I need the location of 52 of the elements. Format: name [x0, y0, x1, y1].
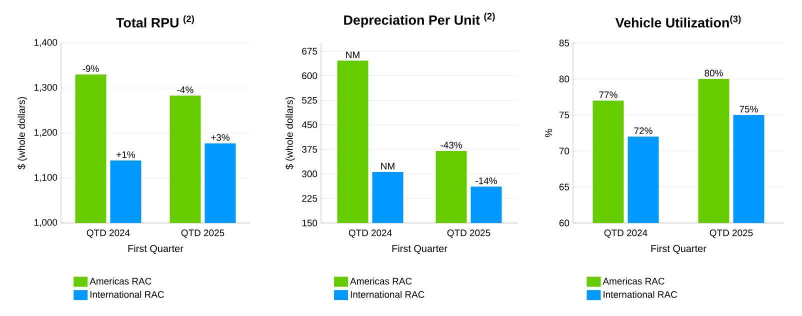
x-tick-label: QTD 2024: [604, 230, 648, 238]
legend-label: Americas RAC: [350, 278, 412, 285]
y-tick-label: 450: [302, 121, 318, 128]
y-tick-label: 1,200: [34, 129, 58, 137]
chart-title: Vehicle Utilization$^{(3)}$: [615, 15, 741, 28]
y-tick-label: 300: [302, 170, 318, 178]
y-tick-label: 1,100: [34, 174, 58, 182]
x-tick-label: QTD 2025: [447, 230, 490, 238]
y-tick-label: 80: [559, 76, 570, 82]
y-axis-title: $ (whole dollars): [285, 97, 295, 170]
y-tick-label: 375: [302, 146, 318, 153]
y-tick-label: 600: [302, 72, 318, 80]
y-tick-label: 1,000: [34, 219, 58, 227]
y-tick-label: 150: [302, 220, 318, 226]
x-axis-title: First Quarter: [392, 244, 448, 254]
y-tick-label: 60: [559, 220, 570, 226]
y-tick-label: 675: [302, 48, 318, 55]
legend-label: Americas RAC: [90, 278, 152, 285]
x-axis-title: First Quarter: [128, 244, 184, 254]
annotation: NM: [381, 162, 394, 170]
y-tick-label: 65: [559, 184, 570, 190]
y-tick-label: 525: [302, 96, 318, 104]
x-tick-label: QTD 2025: [710, 230, 753, 238]
annotation: -14%: [476, 178, 497, 184]
annotation: +1%: [116, 151, 136, 158]
legend-label: Americas RAC: [602, 278, 664, 285]
y-tick-label: 85: [559, 40, 570, 46]
legend-label: International RAC: [604, 290, 678, 298]
annotation: -43%: [440, 142, 462, 148]
annotation: NM: [346, 52, 360, 58]
y-axis-title: %: [545, 128, 552, 138]
y-tick-label: 1,400: [34, 39, 58, 47]
data-label: 80%: [704, 70, 723, 76]
annotation: +3%: [211, 134, 230, 141]
x-tick-label: QTD 2024: [348, 230, 392, 238]
legend-label: International RAC: [90, 290, 164, 298]
chart-title: Total RPU $^{(2)}$: [116, 15, 194, 28]
x-tick-label: QTD 2024: [86, 230, 130, 238]
y-tick-label: 75: [559, 112, 570, 118]
x-tick-label: QTD 2025: [181, 230, 224, 238]
legend-label: International RAC: [350, 290, 424, 298]
y-tick-label: 1,300: [34, 84, 58, 92]
data-label: 75%: [740, 106, 758, 112]
annotation: -4%: [177, 86, 194, 94]
y-tick-label: 225: [302, 195, 318, 202]
annotation: -9%: [82, 65, 99, 72]
data-label: 77%: [599, 91, 618, 98]
data-label: 72%: [634, 127, 652, 134]
chart-title: Depreciation Per Unit $^{(2)}$: [344, 12, 495, 28]
y-axis-title: $ (whole dollars): [18, 97, 27, 170]
y-tick-label: 70: [559, 148, 570, 154]
x-axis-title: First Quarter: [651, 244, 706, 254]
